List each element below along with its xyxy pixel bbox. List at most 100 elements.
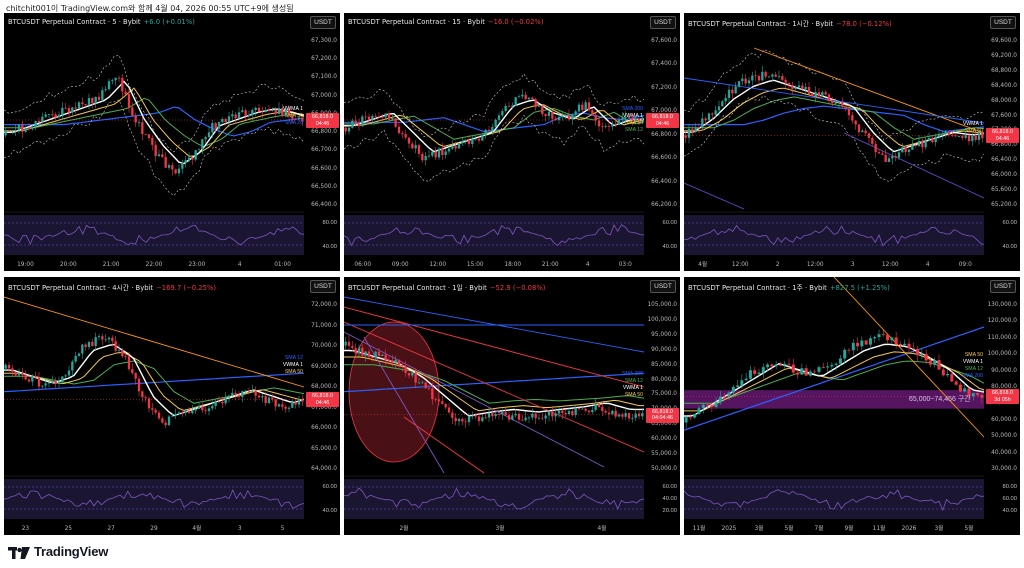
candle-body — [637, 413, 641, 417]
candle-body — [617, 414, 621, 417]
candle-body — [974, 135, 977, 140]
price-tick: 66,000.0 — [991, 172, 1017, 179]
candle-body — [757, 76, 761, 81]
chart-panel-1[interactable]: BTCUSDT Perpetual Contract · 5 · Bybit +6… — [4, 13, 340, 271]
price-chart-canvas[interactable] — [4, 277, 340, 535]
time-tick: 3월 — [495, 526, 505, 532]
oscillator-tick: 60.00 — [662, 484, 677, 490]
candle-body — [831, 100, 834, 104]
candle-body — [137, 122, 141, 124]
candle-body — [527, 417, 531, 419]
candle-body — [211, 405, 214, 409]
time-axis[interactable]: 11월 2025 3월 5월 7월 9월 11월 2026 3월 5월 — [684, 521, 984, 535]
price-axis[interactable]: 72,000.0 71,000.0 70,000.0 69,000.0 68,000.0… — [304, 295, 340, 521]
symbol-label: BTCUSDT Perpetual Contract · 5 · Bybit — [8, 18, 141, 26]
candle-body — [791, 84, 794, 89]
candle-body — [81, 344, 84, 354]
candle-body — [747, 80, 751, 84]
price-change: −52.9 (−0.08%) — [489, 284, 546, 292]
candle-body — [374, 115, 377, 117]
price-tick: 66,400.0 — [311, 202, 337, 208]
candle-body — [191, 410, 194, 414]
candle-body — [381, 354, 384, 356]
price-tick: 71,000.0 — [311, 322, 337, 329]
tradingview-logo[interactable]: TradingView — [8, 544, 108, 559]
currency-button[interactable]: USDT — [990, 280, 1016, 293]
price-chart-canvas[interactable] — [684, 13, 1020, 271]
candle-body — [244, 110, 247, 116]
candle-body — [604, 126, 607, 127]
price-axis[interactable]: 130,000.0 120,000.0 110,000.0 100,000.0 90,0… — [984, 295, 1020, 521]
candle-body — [424, 155, 427, 161]
currency-button[interactable]: USDT — [310, 280, 336, 293]
price-tick: 65,000.0 — [651, 421, 677, 428]
candle-body — [401, 364, 404, 367]
oscillator-tick: 80.00 — [322, 220, 337, 226]
candle-body — [237, 112, 241, 119]
time-axis[interactable]: 23 25 27 29 4월 3 5 — [4, 521, 304, 535]
candle-body — [201, 139, 204, 150]
time-axis[interactable]: 2월 3월 4월 — [344, 521, 644, 535]
price-axis[interactable]: 67,600.0 67,400.0 67,200.0 67,000.0 66,800.0… — [644, 31, 680, 257]
time-axis[interactable]: 06:00 09:00 12:00 15:00 18:00 21:00 4 03:0 — [344, 257, 644, 271]
candle-body — [397, 359, 401, 365]
candle-body — [421, 153, 424, 161]
moving-average-label: SMA 200 — [621, 106, 643, 112]
currency-button[interactable]: USDT — [310, 16, 336, 29]
currency-button[interactable]: USDT — [990, 16, 1016, 29]
candle-body — [813, 371, 817, 373]
chart-panel-4[interactable]: BTCUSDT Perpetual Contract · 4시간 · Bybit… — [4, 277, 340, 535]
symbol-label: BTCUSDT Perpetual Contract · 1일 · Bybit — [348, 284, 487, 292]
candle-body — [384, 354, 387, 361]
candle-body — [284, 406, 287, 409]
price-axis[interactable]: 69,600.0 69,200.0 68,800.0 68,400.0 68,000.0… — [984, 31, 1020, 257]
candle-body — [594, 114, 597, 121]
candle-body — [694, 127, 697, 132]
price-chart-canvas[interactable] — [684, 277, 1020, 535]
price-chart-canvas[interactable] — [344, 13, 680, 271]
candle-body — [607, 412, 611, 415]
candle-body — [107, 337, 111, 340]
chart-panel-3[interactable]: BTCUSDT Perpetual Contract · 1시간 · Bybit… — [684, 13, 1020, 271]
zone-label: 65,000~74,456 구간 — [909, 396, 971, 404]
time-axis[interactable]: 19:00 20:00 21:00 22:00 23:00 4 01:00 — [4, 257, 304, 271]
price-tick: 67,600.0 — [651, 38, 677, 44]
time-tick: 21:00 — [102, 262, 120, 268]
price-axis[interactable]: 67,300.067,200.067,100.067,000.066,900.0… — [304, 31, 340, 257]
candle-body — [471, 138, 474, 144]
moving-average-label: SMA 12 — [624, 377, 643, 384]
candle-body — [907, 149, 911, 152]
candle-body — [367, 351, 371, 357]
candle-body — [421, 382, 424, 384]
price-tick: 65,200.0 — [991, 202, 1017, 208]
moving-average-line — [344, 356, 644, 412]
candle-body — [47, 382, 51, 384]
currency-button[interactable]: USDT — [650, 16, 676, 29]
candle-body — [771, 74, 774, 77]
candle-body — [807, 86, 811, 94]
time-tick: 3 — [850, 262, 855, 268]
chart-panel-2[interactable]: BTCUSDT Perpetual Contract · 15 · Bybit −… — [344, 13, 680, 271]
candle-body — [621, 117, 624, 120]
time-axis[interactable]: 4월 12:00 2 12:00 3 12:00 4 09:0 — [684, 257, 984, 271]
moving-average-line — [4, 80, 305, 165]
candle-body — [800, 368, 804, 375]
candle-body — [954, 135, 957, 137]
price-chart-canvas[interactable] — [4, 13, 340, 271]
chart-panel-6[interactable]: BTCUSDT Perpetual Contract · 1주 · Bybit +… — [684, 277, 1020, 535]
candle-body — [507, 105, 511, 107]
currency-button[interactable]: USDT — [650, 280, 676, 293]
candle-body — [241, 391, 244, 397]
candle-body — [796, 372, 800, 375]
time-tick: 12:00 — [429, 262, 447, 268]
current-price-value: 66,818.0 — [652, 114, 673, 120]
current-price-value: 66,818.0 — [652, 408, 673, 415]
candle-body — [271, 397, 274, 400]
candle-body — [577, 104, 581, 112]
chart-panel-5[interactable]: BTCUSDT Perpetual Contract · 1일 · Bybit −… — [344, 277, 680, 535]
price-chart-canvas[interactable] — [344, 277, 680, 535]
candle-body — [484, 129, 487, 136]
candle-body — [21, 124, 24, 132]
candle-body — [77, 353, 81, 356]
candle-body — [197, 149, 201, 151]
